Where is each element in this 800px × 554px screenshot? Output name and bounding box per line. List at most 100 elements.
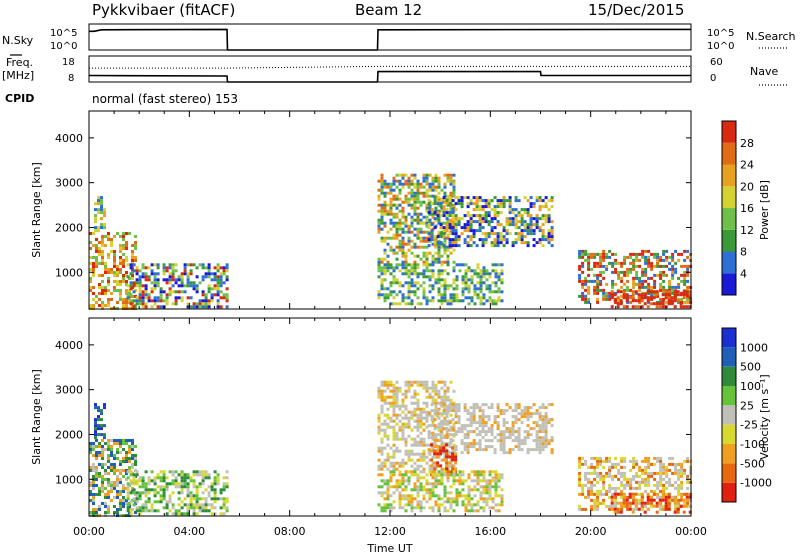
data-cell — [449, 302, 453, 306]
data-cell — [526, 214, 530, 218]
data-cell — [535, 445, 539, 449]
data-cell — [520, 448, 524, 452]
data-cell — [455, 500, 459, 504]
data-cell — [413, 281, 417, 285]
data-cell — [623, 282, 627, 286]
data-cell — [667, 504, 671, 508]
data-cell — [107, 253, 110, 256]
data-cell — [180, 488, 184, 492]
data-cell — [392, 449, 396, 453]
data-cell — [204, 266, 208, 270]
data-cell — [547, 235, 551, 239]
data-cell — [494, 275, 498, 279]
data-cell — [94, 214, 97, 218]
data-cell — [668, 255, 672, 259]
data-cell — [614, 267, 618, 271]
data-cell — [437, 272, 441, 276]
data-cell — [638, 501, 642, 505]
data-cell — [443, 293, 447, 297]
data-cell — [389, 473, 393, 477]
data-cell — [122, 253, 125, 256]
data-cell — [97, 415, 100, 419]
data-cell — [213, 497, 217, 501]
colorbar-tick-label: 8 — [740, 246, 747, 259]
data-cell — [122, 475, 125, 478]
data-cell — [101, 481, 104, 484]
data-cell — [644, 258, 648, 262]
data-cell — [437, 509, 441, 513]
data-cell — [430, 229, 434, 233]
data-cell — [634, 305, 638, 309]
data-cell — [541, 436, 545, 440]
data-cell — [419, 416, 423, 420]
data-cell — [150, 263, 154, 267]
data-cell — [89, 247, 92, 250]
data-cell — [446, 179, 450, 183]
data-cell — [392, 419, 396, 423]
data-cell — [410, 494, 414, 498]
data-cell — [395, 395, 399, 399]
data-cell — [490, 403, 494, 407]
data-cell — [668, 267, 672, 271]
data-cell — [538, 406, 542, 410]
data-cell — [180, 470, 184, 474]
time-axis-label: Time UT — [366, 542, 412, 554]
data-cell — [434, 494, 438, 498]
data-cell — [383, 278, 387, 282]
data-cell — [451, 229, 455, 233]
data-cell — [156, 278, 160, 282]
data-cell — [475, 229, 479, 233]
data-cell — [126, 488, 130, 492]
data-cell — [386, 494, 390, 498]
data-cell — [532, 223, 536, 227]
data-cell — [431, 455, 435, 459]
data-cell — [620, 261, 624, 265]
data-cell — [493, 211, 497, 215]
data-cell — [671, 267, 675, 271]
data-cell — [398, 491, 402, 495]
data-cell — [430, 445, 434, 449]
data-cell — [416, 506, 420, 510]
data-cell — [455, 275, 459, 279]
data-cell — [216, 284, 220, 288]
data-cell — [128, 277, 131, 280]
data-cell — [410, 473, 414, 477]
colorbar-band — [722, 405, 736, 425]
data-cell — [425, 425, 429, 429]
data-cell — [602, 291, 606, 295]
data-cell — [482, 269, 486, 273]
data-cell — [383, 482, 387, 486]
data-cell — [439, 449, 443, 453]
data-cell — [442, 421, 446, 425]
data-cell — [198, 485, 202, 489]
data-cell — [637, 305, 641, 309]
data-cell — [485, 284, 489, 288]
data-cell — [401, 293, 405, 297]
data-cell — [526, 424, 530, 428]
data-cell — [122, 262, 125, 265]
data-cell — [110, 466, 113, 469]
data-cell — [679, 293, 683, 297]
data-cell — [107, 298, 110, 301]
data-cell — [661, 293, 665, 297]
data-cell — [416, 500, 420, 504]
data-cell — [428, 278, 432, 282]
data-cell — [404, 296, 408, 300]
data-cell — [119, 439, 122, 442]
data-cell — [104, 235, 107, 238]
data-cell — [679, 504, 683, 508]
data-cell — [523, 223, 527, 227]
data-cell — [101, 487, 104, 490]
data-cell — [183, 266, 187, 270]
data-cell — [95, 250, 98, 253]
data-cell — [410, 179, 414, 183]
data-cell — [529, 229, 533, 233]
data-cell — [451, 427, 455, 431]
data-cell — [440, 272, 444, 276]
data-cell — [463, 214, 467, 218]
data-cell — [407, 248, 411, 252]
data-cell — [95, 295, 98, 298]
data-cell — [113, 250, 116, 253]
data-cell — [445, 458, 449, 462]
data-cell — [625, 299, 629, 303]
